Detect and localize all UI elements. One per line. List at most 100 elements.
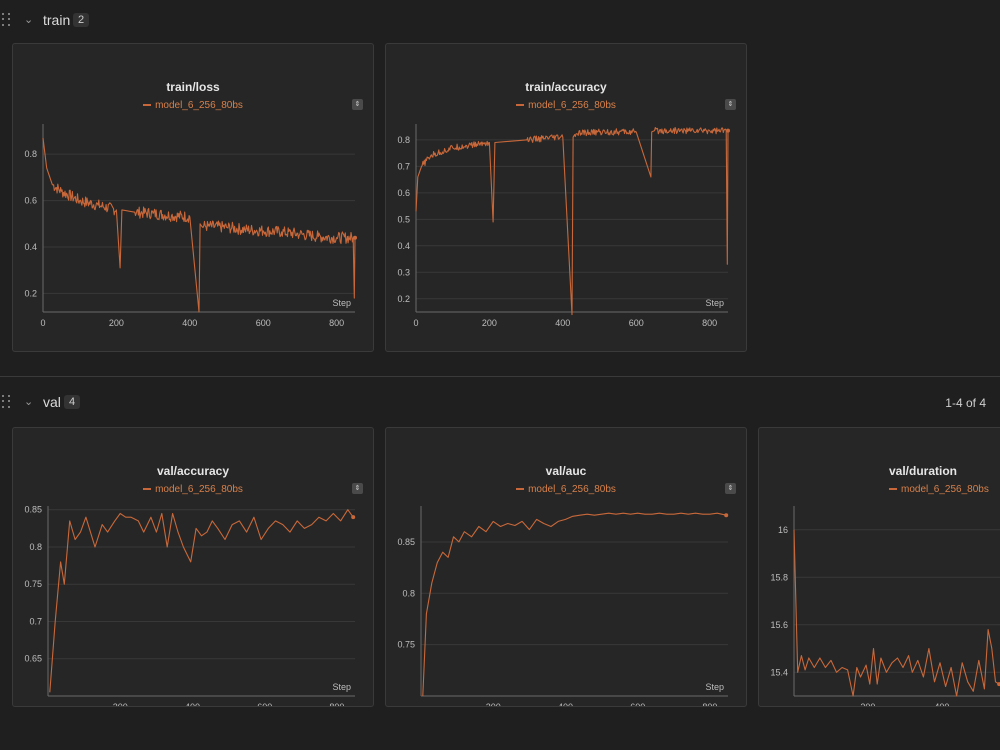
series-line[interactable] [42,137,356,313]
legend-entry: model_6_256_80bs [13,100,373,111]
section-count-badge: 4 [64,395,81,409]
drag-handle-icon[interactable] [2,395,12,409]
series-line[interactable] [415,126,729,316]
legend-swatch [516,104,525,107]
panel-title: train/accuracy [525,80,607,94]
x-tick-label: 800 [702,318,717,328]
series-line[interactable] [422,512,727,697]
legend-swatch [516,488,525,491]
x-tick-label: 200 [482,318,497,328]
section-count-badge: 2 [73,13,90,27]
line-chart[interactable]: 0.2 0.4 0.6 0.8 0 200 400 600 800 Step [13,44,373,351]
y-tick-label: 0.7 [29,616,42,626]
y-tick-label: 0.2 [397,294,410,304]
x-axis-label: Step [332,682,351,692]
y-tick-label: 0.8 [24,149,37,159]
legend-label: model_6_256_80bs [155,484,243,495]
y-tick-label: 15.6 [770,620,788,630]
y-tick-label: 0.7 [397,161,410,171]
chevron-down-icon[interactable]: ⌄ [24,396,34,408]
y-tick-label: 15.8 [770,572,788,582]
y-tick-label: 0.4 [24,242,37,252]
chart-panel-val-duration[interactable]: val/duration model_6_256_80bs 15.4 15.6 15… [758,427,1000,707]
y-tick-label: 0.3 [397,267,410,277]
section-header-val: ⌄ val 4 1-4 of 4 [0,388,1000,418]
chart-panel-train-accuracy[interactable]: train/accuracy model_6_256_80bs ⇕ 0.2 0.3… [385,43,747,352]
pagination-label: 1-4 of 4 [945,396,986,410]
y-tick-label: 0.6 [397,188,410,198]
series-endpoint [724,513,729,518]
x-tick-label: 400 [182,318,197,328]
x-tick-label: 800 [329,318,344,328]
legend-entry: model_6_256_80bs [386,484,746,495]
y-tick-label: 0.8 [29,542,42,552]
panel-title: val/duration [889,464,958,478]
line-chart[interactable]: 0.2 0.3 0.4 0.5 0.6 0.7 0.8 0 200 400 600 800 Step [386,44,746,351]
y-tick-label: 0.6 [24,196,37,206]
chart-panel-val-auc[interactable]: val/auc model_6_256_80bs ⇕ 0.75 0.8 0.85 20… [385,427,747,707]
legend-swatch [143,488,152,491]
y-tick-label: 15.4 [770,667,788,677]
legend-label: model_6_256_80bs [155,100,243,111]
legend-swatch [889,488,897,491]
line-chart[interactable]: 15.4 15.6 15.8 16 200 400 [759,428,1000,706]
y-tick-label: 0.85 [397,537,415,547]
x-tick-label: 200 [486,702,501,706]
x-tick-label: 400 [558,702,573,706]
x-axis-label: Step [705,682,724,692]
legend-entry: model_6_256_80bs [386,100,746,111]
y-tick-label: 0.8 [397,135,410,145]
y-tick-label: 0.85 [24,505,42,515]
x-tick-label: 600 [256,318,271,328]
legend-toggle-icon[interactable]: ⇕ [725,483,736,494]
y-tick-label: 0.75 [397,640,415,650]
line-chart[interactable]: 0.65 0.7 0.75 0.8 0.85 200 400 600 800 Step [13,428,373,706]
x-tick-label: 400 [555,318,570,328]
y-tick-label: 16 [778,525,788,535]
x-tick-label: 400 [934,702,949,706]
section-title[interactable]: val [43,394,61,410]
chart-panel-val-accuracy[interactable]: val/accuracy model_6_256_80bs ⇕ 0.65 0.7 0… [12,427,374,707]
legend-toggle-icon[interactable]: ⇕ [352,99,363,110]
y-tick-label: 0.65 [24,654,42,664]
x-tick-label: 400 [185,702,200,706]
legend-label: model_6_256_80bs [528,100,616,111]
y-tick-label: 0.2 [24,288,37,298]
legend-label: model_6_256_80bs [528,484,616,495]
panel-title: val/accuracy [156,464,230,478]
x-tick-label: 200 [113,702,128,706]
series-endpoint [351,515,356,520]
series-line[interactable] [793,529,1000,697]
legend-toggle-icon[interactable]: ⇕ [725,99,736,110]
legend-swatch [143,104,152,107]
x-tick-label: 200 [860,702,875,706]
series-endpoint [997,682,1000,687]
chevron-down-icon[interactable]: ⌄ [24,14,34,26]
series-endpoint [726,128,730,133]
x-tick-label: 800 [329,702,344,706]
section-divider [0,376,1000,377]
y-tick-label: 0.8 [402,588,415,598]
legend-entry: model_6_256_80bs [13,484,373,495]
y-tick-label: 0.75 [24,579,42,589]
x-tick-label: 200 [109,318,124,328]
series-line[interactable] [49,509,354,693]
chart-panel-train-loss[interactable]: train/loss model_6_256_80bs ⇕ 0.2 0.4 0.6 0… [12,43,374,352]
y-tick-label: 0.5 [397,214,410,224]
legend-entry: model_6_256_80bs [759,484,1000,495]
line-chart[interactable]: 0.75 0.8 0.85 200 400 600 800 Step [386,428,746,706]
x-tick-label: 600 [257,702,272,706]
drag-handle-icon[interactable] [2,13,12,27]
legend-label: model_6_256_80bs [901,484,989,495]
panel-title: train/loss [166,80,220,94]
x-tick-label: 0 [40,318,45,328]
x-tick-label: 600 [630,702,645,706]
section-title[interactable]: train [43,12,71,28]
series-endpoint [353,235,357,240]
x-tick-label: 600 [629,318,644,328]
x-axis-label: Step [705,298,724,308]
x-tick-label: 800 [702,702,717,706]
panel-title: val/auc [545,464,587,478]
legend-toggle-icon[interactable]: ⇕ [352,483,363,494]
x-tick-label: 0 [413,318,418,328]
